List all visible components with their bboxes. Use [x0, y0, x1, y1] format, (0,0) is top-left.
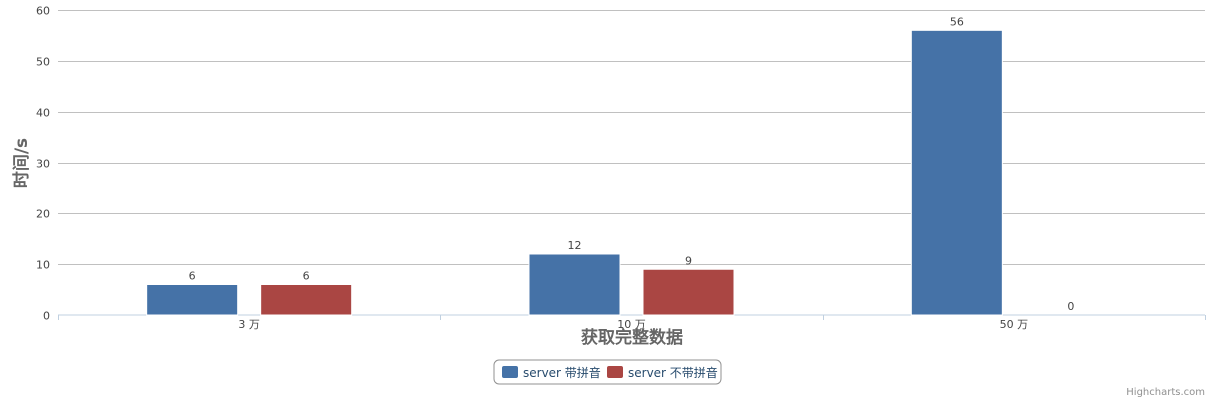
x-tick-label: 50 万: [1000, 318, 1029, 331]
y-tick-label: 10: [36, 259, 50, 272]
legend-swatch-series-2: [607, 366, 623, 378]
x-axis-title: 获取完整数据: [581, 327, 683, 348]
data-labels: 6 12 56 6 9 0: [189, 15, 1075, 313]
legend-label-series-1: server 带拼音: [523, 365, 601, 380]
y-tick-label: 40: [36, 107, 50, 120]
credits-link[interactable]: Highcharts.com: [1126, 387, 1205, 398]
y-tick-label: 20: [36, 208, 50, 221]
bar[interactable]: [528, 253, 621, 316]
legend-item-series-1[interactable]: server 带拼音: [502, 365, 601, 380]
y-gridlines: [58, 10, 1205, 265]
bar[interactable]: [146, 284, 239, 316]
x-tick-label: 3 万: [238, 318, 260, 331]
data-label: 9: [685, 254, 692, 267]
x-tick-label: 10 万: [617, 318, 646, 331]
x-tick-marks: [58, 315, 1206, 320]
y-tick-label: 0: [43, 310, 50, 323]
y-tick-labels: 0 10 20 30 40 50 60: [36, 5, 50, 323]
data-label: 12: [568, 239, 582, 252]
bar-series: [146, 29, 1003, 316]
legend-label-series-2: server 不带拼音: [628, 365, 718, 380]
x-tick-labels: 3 万 10 万 50 万: [238, 318, 1028, 331]
legend: server 带拼音 server 不带拼音: [493, 359, 722, 385]
y-tick-label: 30: [36, 158, 50, 171]
legend-swatch-series-1: [502, 366, 518, 378]
bar[interactable]: [642, 268, 735, 316]
bar[interactable]: [910, 29, 1003, 316]
y-axis-title: 时间/s: [11, 138, 32, 188]
y-tick-label: 60: [36, 5, 50, 18]
data-label: 6: [189, 270, 196, 283]
y-tick-label: 50: [36, 56, 50, 69]
legend-item-series-2[interactable]: server 不带拼音: [607, 365, 718, 380]
data-label: 6: [303, 270, 310, 283]
data-label: 56: [950, 15, 964, 28]
data-label: 0: [1067, 300, 1074, 313]
bar[interactable]: [260, 284, 353, 316]
